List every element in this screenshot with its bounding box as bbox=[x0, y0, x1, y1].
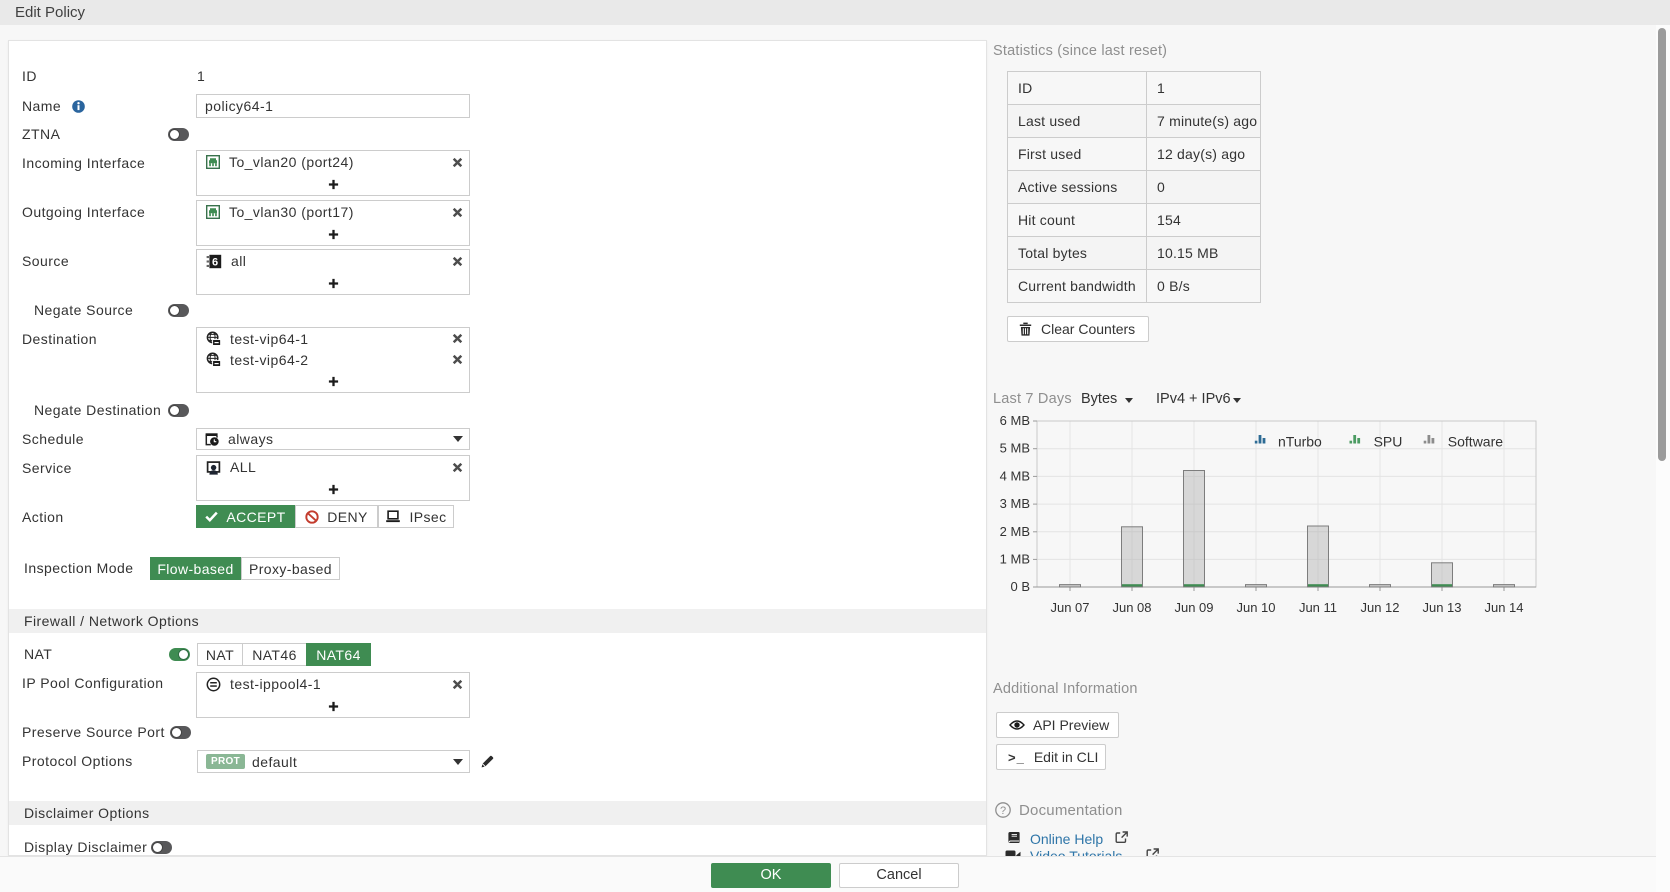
svg-text:?: ? bbox=[1000, 805, 1006, 817]
svg-text:0 B: 0 B bbox=[1010, 579, 1030, 594]
svg-text:5 MB: 5 MB bbox=[1000, 441, 1030, 456]
svg-text:6 MB: 6 MB bbox=[1000, 413, 1030, 428]
svg-text:Jun 09: Jun 09 bbox=[1174, 600, 1213, 615]
svg-text:Jun 12: Jun 12 bbox=[1360, 600, 1399, 615]
svg-text:1 MB: 1 MB bbox=[1000, 551, 1030, 566]
svg-text:Jun 07: Jun 07 bbox=[1050, 600, 1089, 615]
svg-text:Jun 10: Jun 10 bbox=[1236, 600, 1275, 615]
svg-text:Software: Software bbox=[1448, 434, 1503, 450]
svg-text:Jun 11: Jun 11 bbox=[1299, 600, 1337, 615]
svg-text:2 MB: 2 MB bbox=[1000, 524, 1030, 539]
svg-text:Jun 13: Jun 13 bbox=[1422, 600, 1461, 615]
svg-text:4 MB: 4 MB bbox=[1000, 468, 1030, 483]
svg-text:nTurbo: nTurbo bbox=[1278, 434, 1322, 450]
svg-text:SPU: SPU bbox=[1374, 434, 1403, 450]
svg-text:Jun 14: Jun 14 bbox=[1484, 600, 1523, 615]
svg-text:3 MB: 3 MB bbox=[1000, 496, 1030, 511]
svg-text:6: 6 bbox=[212, 256, 219, 268]
svg-text:Jun 08: Jun 08 bbox=[1112, 600, 1151, 615]
